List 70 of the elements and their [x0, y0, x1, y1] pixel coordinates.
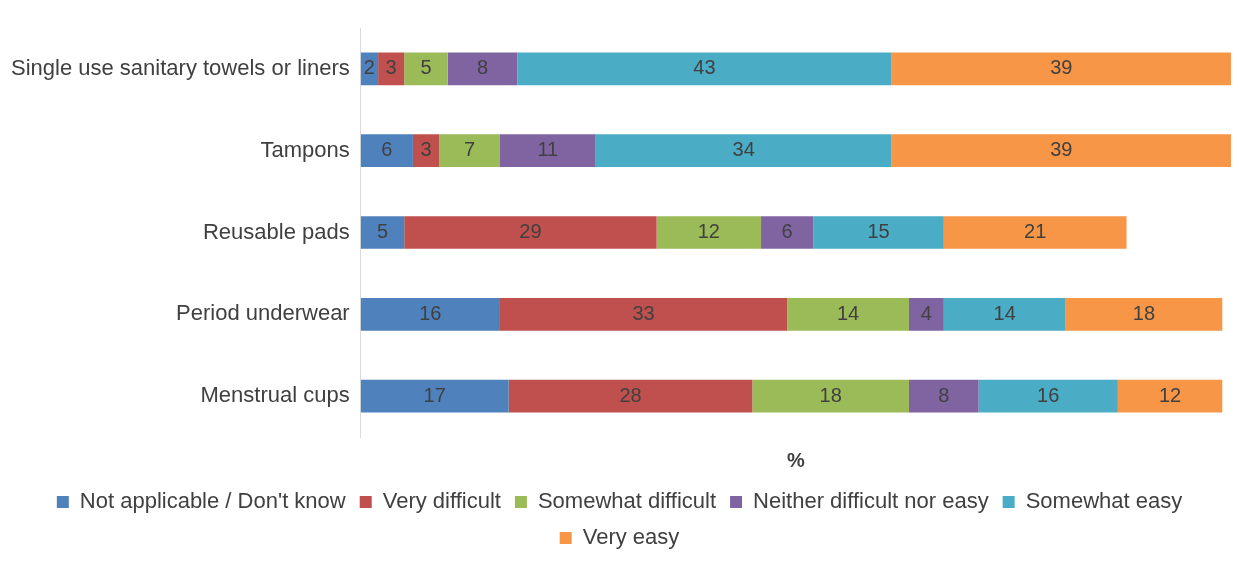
- bar: [908, 379, 979, 413]
- bar: [360, 297, 500, 331]
- bar: [404, 52, 448, 86]
- data-label: 16: [419, 301, 442, 324]
- data-label: 39: [1050, 138, 1073, 161]
- bar: [908, 297, 944, 331]
- data-label: 34: [732, 138, 755, 161]
- legend-label: Somewhat difficult: [537, 488, 717, 514]
- data-label: 12: [1158, 383, 1182, 406]
- bar: [787, 297, 909, 331]
- legend-label: Neither difficult nor easy: [753, 488, 989, 514]
- data-label: 16: [1037, 383, 1060, 406]
- data-label: 11: [537, 138, 559, 161]
- bar: [656, 216, 762, 249]
- data-label: 12: [697, 220, 720, 243]
- bar: [412, 134, 440, 168]
- data-label: 6: [381, 138, 393, 161]
- data-label: 18: [1132, 301, 1156, 324]
- data-label: 21: [1024, 220, 1047, 243]
- data-label: 15: [867, 220, 890, 243]
- data-label: 5: [376, 220, 389, 243]
- bar: [499, 297, 788, 331]
- legend-label: Not applicable / Don't know: [79, 488, 346, 514]
- data-label: 33: [632, 301, 655, 324]
- bar: [943, 216, 1127, 249]
- bar: [752, 379, 909, 413]
- bar: [517, 52, 892, 86]
- data-label: 28: [619, 383, 642, 406]
- bar: [891, 134, 1231, 168]
- bar: [439, 134, 500, 168]
- bar: [761, 216, 814, 249]
- bar: [499, 134, 596, 168]
- bar: [360, 216, 405, 249]
- bar: [508, 379, 753, 413]
- data-label: 6: [781, 220, 793, 243]
- legend-label: Very easy: [582, 524, 680, 550]
- data-label: 2: [363, 56, 375, 79]
- bar: [404, 216, 657, 249]
- y-tick-label: Period underwear: [176, 300, 350, 326]
- bar: [1117, 379, 1223, 413]
- bar: [595, 134, 892, 168]
- legend-label: Very difficult: [382, 488, 501, 514]
- x-axis-title: %: [786, 448, 805, 471]
- data-label: 4: [920, 301, 932, 324]
- bar: [447, 52, 518, 86]
- bar: [943, 297, 1066, 331]
- data-label: 14: [993, 301, 1016, 324]
- data-label: 8: [476, 56, 489, 79]
- data-label: 39: [1050, 56, 1073, 79]
- bar: [360, 134, 413, 168]
- bar: [891, 52, 1231, 86]
- legend-label: Somewhat easy: [1025, 488, 1183, 514]
- data-label: 3: [420, 138, 432, 161]
- bar: [813, 216, 944, 249]
- y-tick-label: Single use sanitary towels or liners: [10, 54, 350, 80]
- data-label: 18: [819, 383, 842, 406]
- data-label: 29: [519, 220, 542, 243]
- data-label: 17: [423, 383, 446, 406]
- data-label: 8: [938, 383, 950, 406]
- data-label: 14: [836, 301, 860, 324]
- y-tick-label: Menstrual cups: [200, 382, 350, 408]
- y-tick-label: Reusable pads: [202, 218, 350, 244]
- y-tick-label: Tampons: [260, 136, 350, 162]
- bar: [1065, 297, 1223, 331]
- data-label: 43: [693, 56, 716, 79]
- bar: [360, 379, 509, 413]
- data-label: 3: [385, 56, 397, 79]
- bar: [978, 379, 1118, 413]
- data-label: 7: [463, 138, 476, 161]
- data-label: 5: [420, 56, 432, 79]
